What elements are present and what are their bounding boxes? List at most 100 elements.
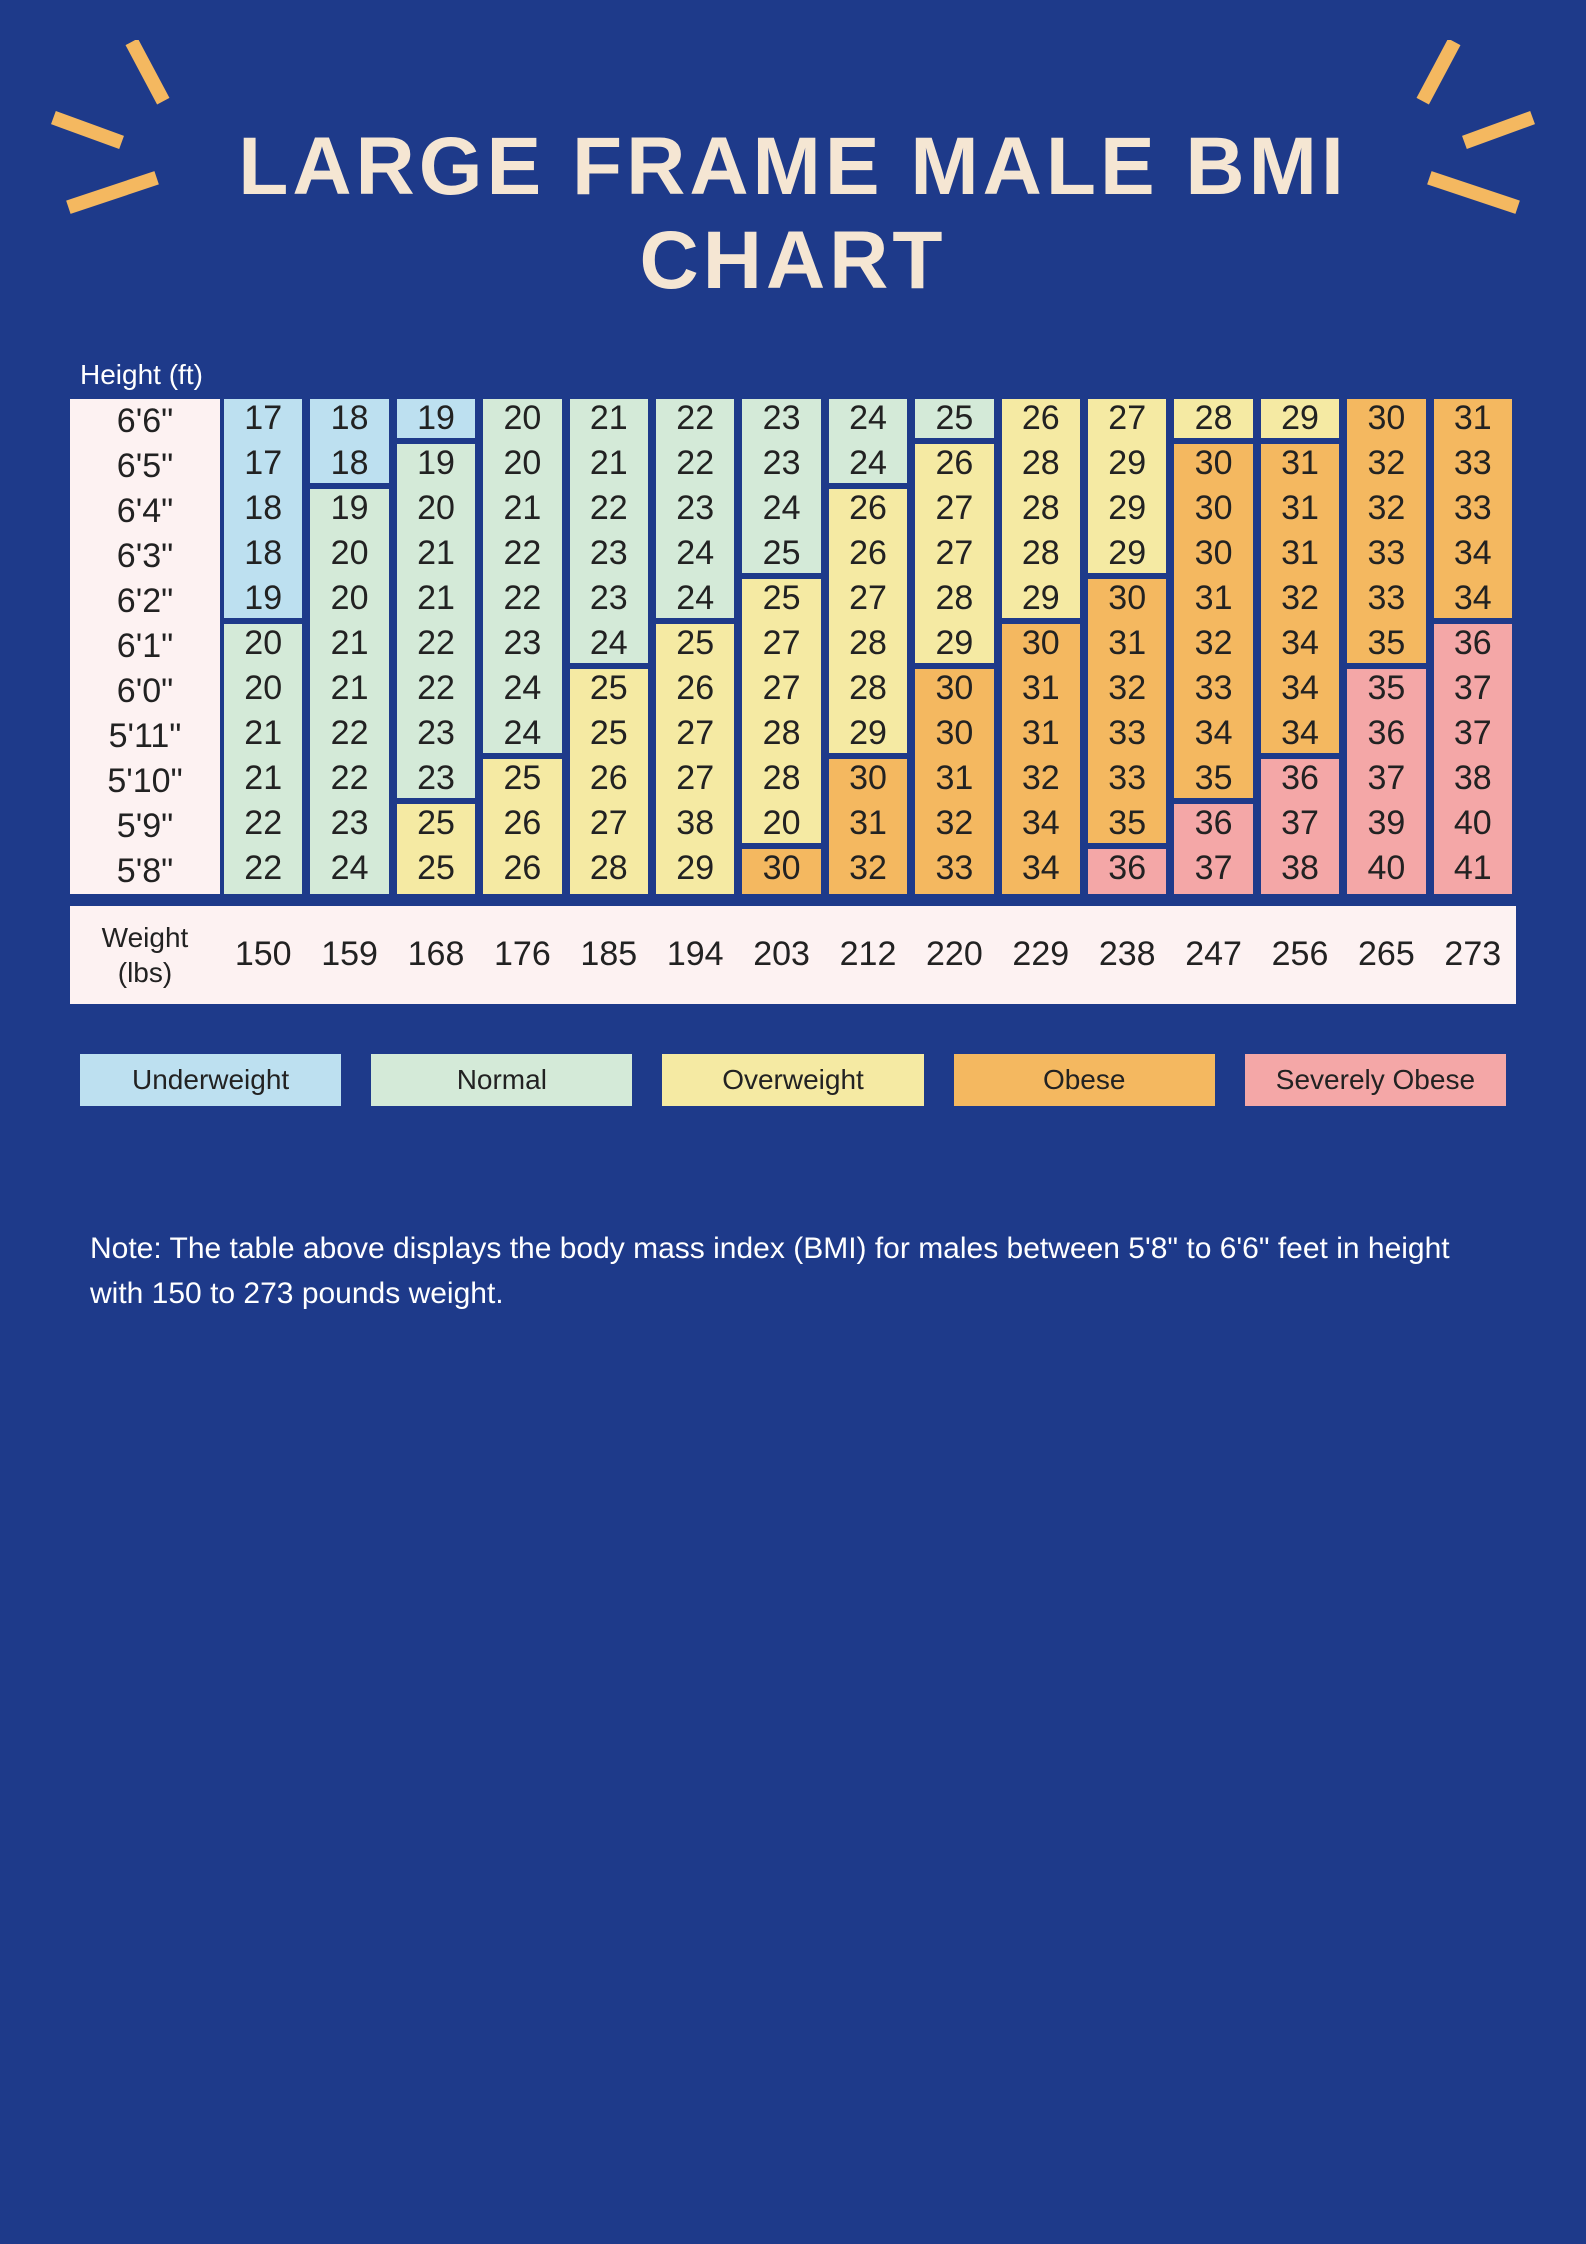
bmi-cell: 31 xyxy=(1002,714,1080,759)
bmi-cell: 24 xyxy=(483,714,561,759)
bmi-cell: 27 xyxy=(570,804,648,849)
bmi-cell: 30 xyxy=(742,849,820,894)
bmi-cell: 34 xyxy=(1261,624,1339,669)
bmi-cell: 20 xyxy=(397,489,475,534)
bmi-cell: 32 xyxy=(915,804,993,849)
bmi-cell: 29 xyxy=(1002,579,1080,624)
legend-item: Overweight xyxy=(662,1054,923,1106)
bmi-cell: 37 xyxy=(1347,759,1425,804)
bmi-cell: 28 xyxy=(915,579,993,624)
bmi-cell: 33 xyxy=(1088,714,1166,759)
bmi-cell: 22 xyxy=(570,489,648,534)
bmi-cell: 27 xyxy=(1088,399,1166,444)
height-label: 6'3" xyxy=(70,534,220,579)
y-axis-label: Height (ft) xyxy=(80,359,1516,391)
bmi-cell: 31 xyxy=(915,759,993,804)
bmi-cell: 31 xyxy=(1174,579,1252,624)
bmi-cell: 22 xyxy=(397,624,475,669)
weight-value: 229 xyxy=(998,920,1084,990)
bmi-cell: 30 xyxy=(1174,489,1252,534)
bmi-cell: 25 xyxy=(570,669,648,714)
data-column: 2931313132343434363738 xyxy=(1261,399,1339,894)
bmi-cell: 31 xyxy=(1261,444,1339,489)
bmi-cell: 34 xyxy=(1261,669,1339,714)
data-column: 1818192020212122222324 xyxy=(310,399,388,894)
bmi-cell: 17 xyxy=(224,399,302,444)
bmi-cell: 26 xyxy=(915,444,993,489)
bmi-cell: 32 xyxy=(1174,624,1252,669)
bmi-cell: 18 xyxy=(310,399,388,444)
bmi-cell: 26 xyxy=(570,759,648,804)
bmi-cell: 19 xyxy=(310,489,388,534)
height-label: 6'0" xyxy=(70,669,220,714)
bmi-cell: 20 xyxy=(483,399,561,444)
bmi-cell: 29 xyxy=(1261,399,1339,444)
weight-value: 273 xyxy=(1430,920,1516,990)
height-label: 6'4" xyxy=(70,489,220,534)
weight-value: 265 xyxy=(1343,920,1429,990)
bmi-cell: 21 xyxy=(310,624,388,669)
bmi-cell: 21 xyxy=(224,714,302,759)
bmi-cell: 23 xyxy=(656,489,734,534)
weight-value: 247 xyxy=(1170,920,1256,990)
page-title: LARGE FRAME MALE BMI CHART xyxy=(193,120,1393,309)
bmi-cell: 22 xyxy=(310,714,388,759)
bmi-cell: 21 xyxy=(570,399,648,444)
bmi-cell: 23 xyxy=(397,714,475,759)
bmi-cell: 23 xyxy=(397,759,475,804)
bmi-cell: 35 xyxy=(1088,804,1166,849)
bmi-cell: 25 xyxy=(397,849,475,894)
bmi-cell: 25 xyxy=(915,399,993,444)
weight-value: 256 xyxy=(1257,920,1343,990)
bmi-cell: 35 xyxy=(1174,759,1252,804)
bmi-cell: 20 xyxy=(310,534,388,579)
bmi-cell: 32 xyxy=(1088,669,1166,714)
chart-legend: UnderweightNormalOverweightObeseSeverely… xyxy=(70,1054,1516,1106)
bmi-cell: 38 xyxy=(1261,849,1339,894)
bmi-cell: 28 xyxy=(829,669,907,714)
weight-value: 176 xyxy=(479,920,565,990)
bmi-cell: 24 xyxy=(742,489,820,534)
bmi-cell: 31 xyxy=(1261,534,1339,579)
bmi-cell: 31 xyxy=(1088,624,1166,669)
bmi-cell: 36 xyxy=(1261,759,1339,804)
data-column: 2424262627282829303132 xyxy=(829,399,907,894)
bmi-cell: 31 xyxy=(1002,669,1080,714)
height-column: 6'6"6'5"6'4"6'3"6'2"6'1"6'0"5'11"5'10"5'… xyxy=(70,399,220,894)
bmi-cell: 31 xyxy=(1434,399,1512,444)
data-column: 1717181819202021212222 xyxy=(224,399,302,894)
height-label: 6'2" xyxy=(70,579,220,624)
chart-note: Note: The table above displays the body … xyxy=(70,1226,1516,1316)
bmi-cell: 26 xyxy=(829,489,907,534)
bmi-cell: 28 xyxy=(1002,444,1080,489)
bmi-cell: 33 xyxy=(1174,669,1252,714)
bmi-cell: 26 xyxy=(483,804,561,849)
bmi-cell: 20 xyxy=(224,669,302,714)
bmi-cell: 26 xyxy=(656,669,734,714)
weight-value: 220 xyxy=(911,920,997,990)
bmi-cell: 28 xyxy=(1002,534,1080,579)
weight-value: 150 xyxy=(220,920,306,990)
bmi-cell: 20 xyxy=(310,579,388,624)
weight-value: 238 xyxy=(1084,920,1170,990)
bmi-cell: 33 xyxy=(915,849,993,894)
bmi-cell: 29 xyxy=(1088,444,1166,489)
bmi-cell: 36 xyxy=(1347,714,1425,759)
bmi-cell: 20 xyxy=(224,624,302,669)
bmi-cell: 22 xyxy=(656,399,734,444)
data-column: 2222232424252627273829 xyxy=(656,399,734,894)
bmi-cell: 26 xyxy=(829,534,907,579)
bmi-cell: 17 xyxy=(224,444,302,489)
height-label: 6'5" xyxy=(70,444,220,489)
weight-value: 185 xyxy=(566,920,652,990)
bmi-chart: Height (ft) 6'6"6'5"6'4"6'3"6'2"6'1"6'0"… xyxy=(70,359,1516,1106)
height-label: 5'11" xyxy=(70,714,220,759)
bmi-cell: 18 xyxy=(224,534,302,579)
bmi-cell: 38 xyxy=(656,804,734,849)
bmi-cell: 22 xyxy=(310,759,388,804)
data-column: 2020212222232424252626 xyxy=(483,399,561,894)
weight-value: 168 xyxy=(393,920,479,990)
bmi-cell: 28 xyxy=(1174,399,1252,444)
bmi-cell: 30 xyxy=(915,714,993,759)
bmi-cell: 28 xyxy=(742,759,820,804)
